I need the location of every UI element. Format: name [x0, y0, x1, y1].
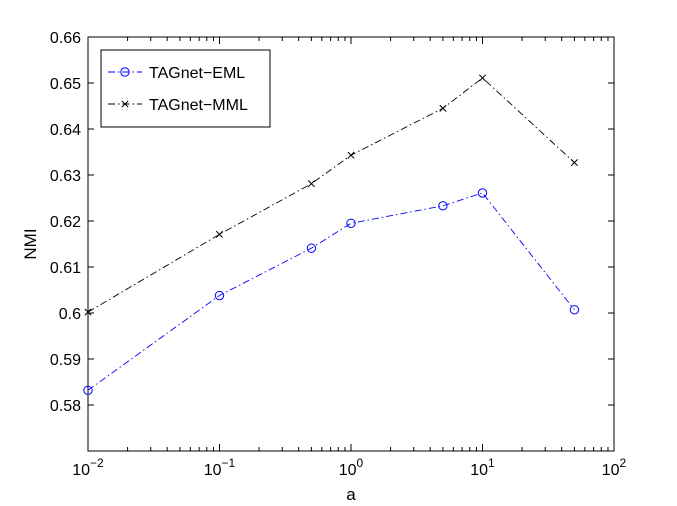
data-point-circle	[438, 201, 448, 211]
series-layer	[83, 74, 580, 395]
x-tick-exponent: −1	[222, 456, 236, 470]
y-tick-label: 0.63	[50, 168, 81, 185]
y-tick-label: 0.64	[50, 122, 81, 139]
x-tick-label: 10−2	[72, 456, 104, 479]
legend-entry: TAGnet−EML	[108, 65, 245, 82]
legend-label: TAGnet−EML	[149, 65, 245, 82]
y-tick-label: 0.65	[50, 76, 81, 93]
x-tick-base: 10	[339, 462, 357, 479]
data-point-x	[570, 159, 578, 167]
x-tick-exponent: 0	[357, 456, 364, 470]
data-point-circle	[306, 243, 317, 253]
x-tick-exponent: 1	[488, 456, 495, 470]
x-tick-label: 102	[602, 456, 627, 479]
y-axis-label: NMI	[21, 228, 40, 259]
data-point-x	[84, 308, 92, 316]
data-point-x	[307, 180, 315, 188]
x-tick-label: 100	[339, 456, 364, 479]
y-tick-label: 0.58	[50, 398, 81, 415]
x-tick-base: 10	[602, 462, 620, 479]
x-tick-base: 10	[72, 462, 90, 479]
x-tick-base: 10	[204, 462, 222, 479]
legend: TAGnet−EML TAGnet−MML	[100, 49, 271, 128]
data-point-circle	[569, 305, 580, 315]
y-tick-label: 0.61	[50, 260, 81, 277]
x-tick-exponent: −2	[90, 456, 104, 470]
legend-box	[100, 49, 271, 128]
x-tick-label: 10−1	[204, 456, 236, 479]
x-tick-label: 101	[470, 456, 495, 479]
series-mml	[84, 74, 578, 316]
legend-entry: TAGnet−MML	[108, 97, 248, 114]
data-point-circle	[83, 385, 93, 395]
x-axis-label: a	[346, 485, 356, 504]
data-point-x	[478, 74, 487, 82]
y-tick-label: 0.66	[50, 30, 81, 47]
y-tick-label: 0.59	[50, 352, 81, 369]
data-point-circle	[120, 67, 130, 77]
x-tick-exponent: 2	[620, 456, 627, 470]
data-point-x	[121, 100, 129, 108]
data-point-x	[347, 151, 355, 159]
data-point-circle	[346, 218, 356, 229]
data-point-circle	[477, 188, 488, 198]
legend-label: TAGnet−MML	[149, 97, 248, 114]
x-tick-base: 10	[470, 462, 488, 479]
y-tick-label: 0.62	[50, 214, 81, 231]
series-line	[87, 192, 575, 391]
y-tick-label: 0.6	[59, 306, 81, 323]
series-eml	[83, 188, 580, 395]
data-point-x	[439, 104, 447, 112]
data-point-circle	[214, 290, 225, 301]
data-point-x	[215, 230, 224, 238]
